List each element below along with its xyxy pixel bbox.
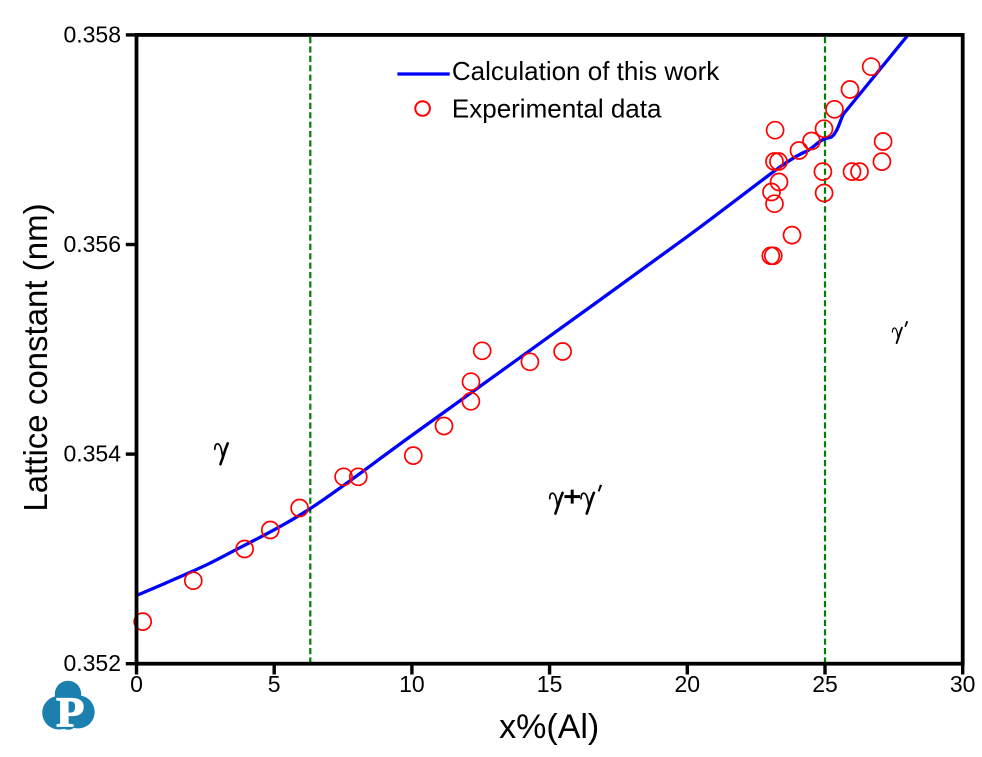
svg-text:Lattice constant (nm): Lattice constant (nm) bbox=[17, 203, 54, 511]
svg-text:P: P bbox=[56, 689, 84, 736]
svg-text:10: 10 bbox=[399, 671, 425, 697]
svg-text:30: 30 bbox=[950, 671, 976, 697]
svg-text:0.354: 0.354 bbox=[63, 441, 121, 467]
svg-text:Calculation of this work: Calculation of this work bbox=[452, 56, 720, 86]
svg-text:5: 5 bbox=[268, 671, 281, 697]
svg-text:Experimental data: Experimental data bbox=[452, 93, 662, 123]
svg-text:0.352: 0.352 bbox=[63, 650, 121, 676]
svg-text:x%(Al): x%(Al) bbox=[499, 708, 599, 746]
svg-text:15: 15 bbox=[537, 671, 563, 697]
svg-text:0.356: 0.356 bbox=[63, 231, 121, 257]
svg-text:25: 25 bbox=[812, 671, 838, 697]
svg-text:0.358: 0.358 bbox=[63, 21, 121, 47]
svg-text:0: 0 bbox=[130, 671, 143, 697]
svg-text:20: 20 bbox=[675, 671, 701, 697]
